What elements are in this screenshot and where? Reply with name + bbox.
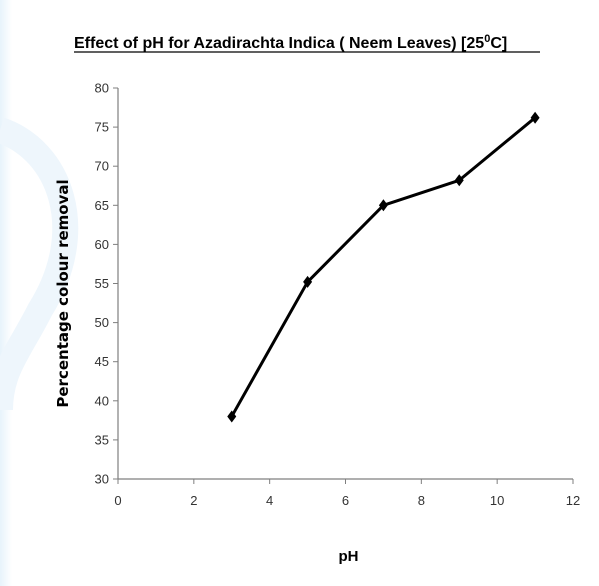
y-tick-label: 40 [95, 393, 109, 408]
x-tick-label: 4 [266, 493, 273, 508]
y-axis-label: Percentage colour removal [54, 179, 72, 407]
series-line [230, 116, 537, 418]
x-tick-label: 12 [566, 493, 580, 508]
background-watermark [0, 117, 79, 410]
y-tick-label: 50 [95, 315, 109, 330]
data-point-marker [530, 111, 540, 124]
y-tick-label: 60 [95, 237, 109, 252]
x-tick-label: 2 [190, 493, 197, 508]
y-tick-label: 35 [95, 432, 109, 447]
x-tick-label: 10 [490, 493, 504, 508]
svg-text:Effect of pH for Azadirachta I: Effect of pH for Azadirachta Indica ( Ne… [74, 33, 507, 52]
y-tick-label: 55 [95, 276, 109, 291]
x-axis-ticks: 0 2 4 6 8 10 12 [114, 479, 580, 508]
y-tick-label: 70 [95, 159, 109, 174]
y-axis-ticks: 30 35 40 45 50 55 60 65 70 75 80 [95, 81, 118, 487]
data-series [227, 111, 540, 423]
data-point-marker [378, 199, 388, 212]
data-point-marker [454, 174, 464, 187]
y-tick-label: 80 [95, 81, 109, 96]
x-tick-label: 8 [418, 493, 425, 508]
y-tick-label: 45 [95, 354, 109, 369]
chart-title: Effect of pH for Azadirachta Indica ( Ne… [74, 33, 540, 53]
x-tick-label: 0 [114, 493, 121, 508]
y-tick-label: 65 [95, 198, 109, 213]
data-point-marker [303, 275, 313, 288]
y-tick-label: 30 [95, 472, 109, 487]
x-axis-label: pH [339, 548, 359, 565]
y-tick-label: 75 [95, 120, 109, 135]
data-point-marker [227, 410, 237, 423]
x-tick-label: 6 [342, 493, 349, 508]
